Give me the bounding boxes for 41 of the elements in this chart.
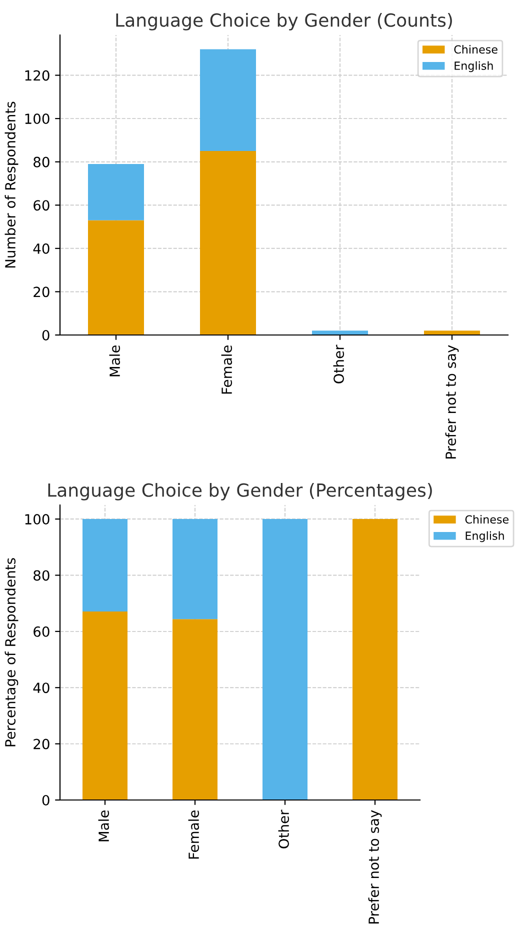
x-tick-label: Female [188, 810, 200, 859]
bar [82, 611, 128, 800]
legend-label: Chinese [454, 45, 498, 54]
bar [200, 151, 256, 335]
chart-title: Language Choice by Gender (Counts) [116, 12, 452, 30]
y-tick-label: 20 [34, 286, 50, 298]
legend-label: Chinese [465, 515, 509, 524]
y-tick-label: 40 [33, 682, 50, 694]
bar [172, 619, 218, 800]
legend-label: English [466, 531, 504, 542]
bar [88, 220, 144, 335]
x-tick-label: Male [98, 810, 110, 842]
bar [200, 49, 256, 152]
x-tick-label: Other [278, 810, 290, 848]
y-tick-label: 60 [34, 200, 50, 211]
y-tick-label: 20 [34, 738, 50, 750]
x-tick-label: Male [109, 345, 120, 376]
bar [424, 330, 480, 335]
y-tick-label: 80 [34, 156, 50, 168]
bar [262, 519, 308, 800]
y-tick-label: 120 [25, 70, 50, 81]
y-tick-label: 0 [42, 330, 50, 340]
x-tick-label: Prefer not to say [445, 345, 459, 458]
bar [88, 164, 144, 220]
bar [172, 519, 218, 620]
y-axis-title: Percentage of Respondents [4, 558, 18, 746]
y-tick-label: 0 [42, 794, 50, 806]
y-tick-label: 100 [25, 114, 50, 124]
legend-label: English [454, 61, 493, 72]
y-tick-label: 60 [34, 626, 50, 637]
chart-title: Language Choice by Gender (Percentages) [48, 482, 432, 500]
y-tick-label: 100 [25, 514, 50, 525]
x-tick-label: Other [333, 344, 344, 384]
bar [82, 519, 128, 612]
x-tick-label: Prefer not to say [368, 810, 382, 924]
y-axis-title: Number of Respondents [4, 102, 18, 268]
bar [352, 519, 398, 800]
bar [312, 330, 368, 335]
y-tick-label: 80 [34, 570, 50, 581]
y-tick-label: 40 [33, 243, 50, 254]
x-tick-label: Female [221, 345, 232, 394]
